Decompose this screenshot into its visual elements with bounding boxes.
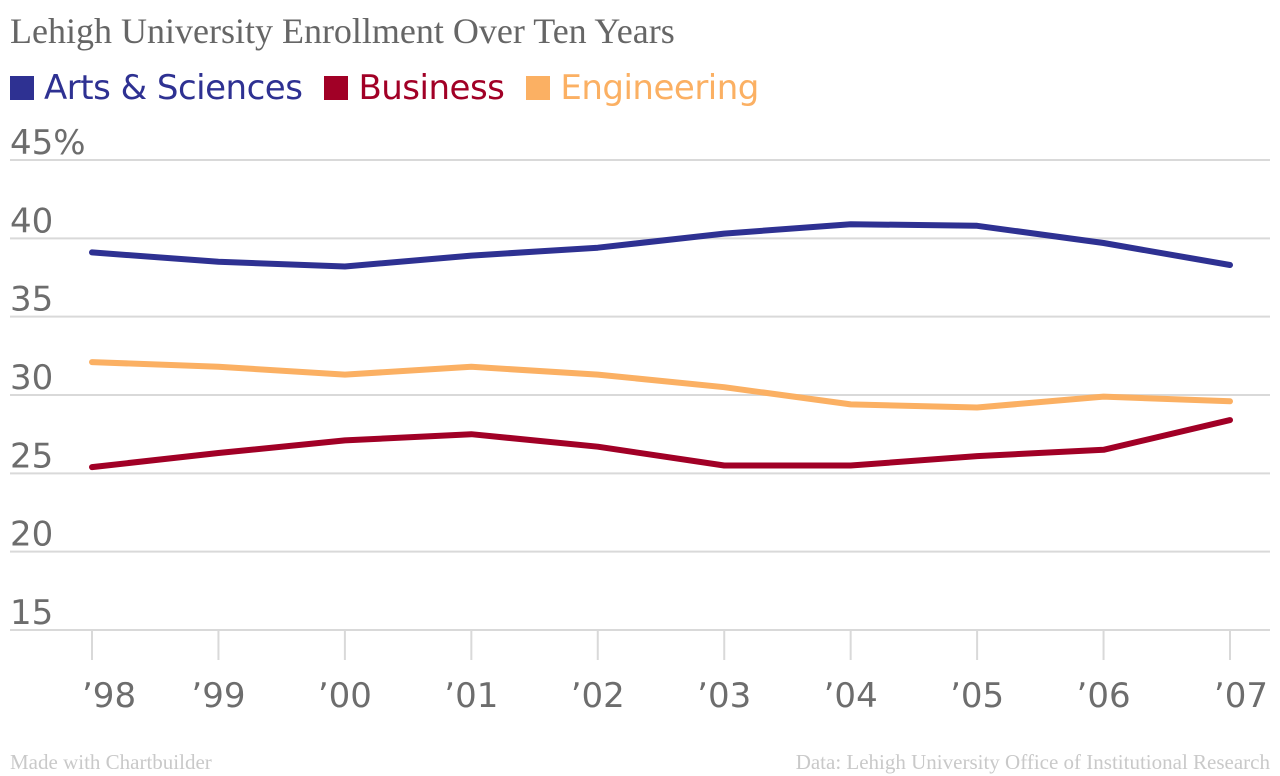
x-tick-label-2: ’00: [318, 676, 372, 716]
y-tick-label-25: 25: [10, 436, 53, 476]
chart-legend: Arts & Sciences Business Engineering: [10, 66, 781, 110]
x-tick-label-9: ’07: [1214, 676, 1268, 716]
y-tick-label-20: 20: [10, 515, 53, 555]
legend-label-business: Business: [358, 68, 505, 108]
legend-label-engineering: Engineering: [560, 68, 759, 108]
x-tick-label-4: ’02: [571, 676, 625, 716]
y-tick-label-30: 30: [10, 358, 53, 398]
footer-credit: Made with Chartbuilder: [10, 750, 212, 774]
x-tick-label-6: ’04: [824, 676, 878, 716]
x-tick-label-8: ’06: [1077, 676, 1131, 716]
series-line-business: [89, 417, 1233, 471]
chart-title: Lehigh University Enrollment Over Ten Ye…: [10, 11, 675, 51]
legend-swatch-arts-sciences: [10, 76, 34, 100]
x-axis-ticks: ’98 ’99 ’00 ’01 ’02 ’03 ’04 ’05 ’06 ’07: [82, 630, 1268, 716]
legend-swatch-business: [324, 76, 349, 100]
legend-item-engineering: Engineering: [526, 68, 759, 108]
x-tick-label-0: ’98: [82, 676, 136, 716]
y-tick-label-45: 45%: [10, 123, 86, 163]
gridlines: [10, 159, 1270, 631]
legend-item-business: Business: [324, 68, 505, 108]
legend-swatch-engineering: [526, 76, 551, 100]
y-tick-label-35: 35: [10, 280, 53, 320]
y-axis-ticks: 15 20 25 30 35 40 45%: [10, 123, 86, 633]
x-tick-label-7: ’05: [950, 676, 1004, 716]
y-tick-label-15: 15: [10, 593, 53, 633]
legend-item-arts-sciences: Arts & Sciences: [10, 68, 303, 108]
y-tick-label-40: 40: [10, 201, 53, 241]
footer-source: Data: Lehigh University Office of Instit…: [795, 750, 1270, 774]
legend-label-arts-sciences: Arts & Sciences: [44, 68, 303, 108]
x-tick-label-3: ’01: [444, 676, 498, 716]
series-line-engineering: [89, 359, 1233, 411]
series-lines: [89, 221, 1233, 471]
series-line-arts-sciences: [89, 221, 1233, 270]
x-tick-label-1: ’99: [191, 676, 245, 716]
x-tick-label-5: ’03: [697, 676, 751, 716]
